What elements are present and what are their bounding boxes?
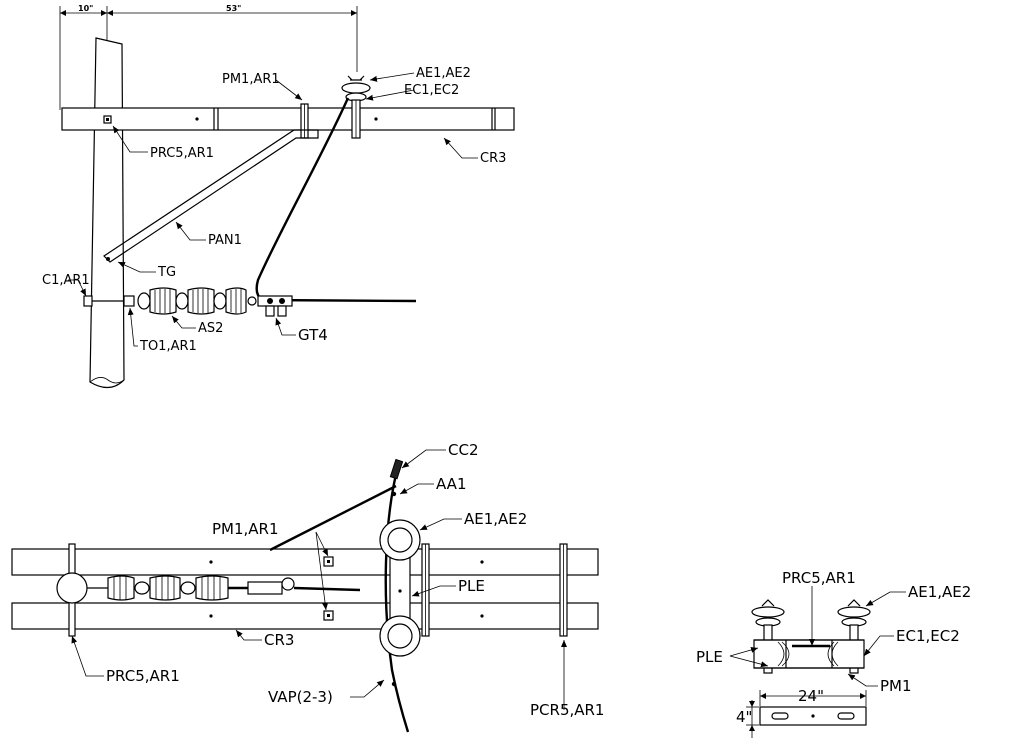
label-aa1: AA1 (436, 475, 466, 493)
guy-wire-plan (269, 484, 397, 552)
label-prc5-ar1-plan: PRC5,AR1 (106, 667, 180, 685)
label-pm1-ar1-plan: PM1,AR1 (212, 520, 279, 538)
detail-dimensions (746, 690, 867, 738)
label-as2: AS2 (198, 321, 223, 336)
label-cr3-plan: CR3 (264, 631, 294, 649)
label-prc5-ar1-top: PRC5,AR1 (150, 146, 214, 161)
plan-view: CC2 AA1 PM1,AR1 AE1,AE2 PLE PRC5,AR1 CR3… (11, 441, 604, 733)
utility-pole (89, 37, 125, 389)
conductor-jumper-top (255, 97, 350, 301)
pm1-bolt (300, 103, 309, 139)
label-tg: TG (157, 265, 176, 280)
ple-detail-view: PRC5,AR1 AE1,AE2 PLE EC1,EC2 PM1 24" 4" (696, 569, 971, 738)
detail-leaders (729, 586, 906, 687)
label-ec1-ec2-detail: EC1,EC2 (896, 627, 960, 645)
label-pm1-ar1-top: PM1,AR1 (222, 72, 280, 87)
dimension-4-label: 4" (736, 708, 752, 726)
insulators-plan-round (379, 519, 421, 657)
label-prc5-ar1-detail: PRC5,AR1 (782, 569, 856, 587)
label-cr3-top: CR3 (480, 151, 506, 166)
plan-leaders (71, 449, 567, 710)
label-c1-ar1: C1,AR1 (42, 273, 90, 288)
brace-pan1 (103, 129, 319, 263)
crossarm-plan-upper (11, 548, 599, 576)
label-ae1-ae2-detail: AE1,AE2 (908, 583, 971, 601)
label-to1-ar1: TO1,AR1 (139, 339, 197, 354)
label-vap: VAP(2-3) (268, 688, 333, 706)
pin-insulator-top (341, 75, 371, 139)
crossarm-plan-lower (11, 602, 599, 630)
label-ae1-ae2-plan: AE1,AE2 (464, 510, 527, 528)
top-dimensions (59, 6, 358, 110)
label-gt4: GT4 (298, 326, 328, 344)
crossarm-top (61, 107, 515, 131)
pole-plan (56, 572, 88, 604)
suspension-insulators-plan (87, 575, 361, 601)
dimension-53-label: 53" (226, 4, 241, 13)
dimension-24-label: 24" (798, 687, 824, 705)
dimension-10-label: 10" (78, 4, 93, 13)
label-ple-plan: PLE (458, 577, 485, 595)
label-pcr5-ar1: PCR5,AR1 (530, 701, 604, 719)
label-ec1-ec2-top: EC1,EC2 (404, 83, 459, 98)
top-leaders (68, 72, 478, 347)
label-ae1-ae2-top: AE1,AE2 (416, 66, 471, 81)
detail-ple-plate (759, 706, 867, 726)
cc2-clamp (389, 458, 404, 480)
label-pm1-detail: PM1 (880, 677, 912, 695)
label-pan1: PAN1 (208, 233, 242, 248)
suspension-insulators-top (123, 287, 247, 315)
deadend-clamp-gt4 (247, 295, 293, 317)
label-cc2: CC2 (448, 441, 479, 459)
detail-crossarm (753, 639, 865, 669)
label-ple-detail: PLE (696, 648, 723, 666)
top-elevation-view: 10" 53" PM1,AR1 AE1,AE2 EC1,EC2 PRC5,AR1… (42, 4, 515, 389)
